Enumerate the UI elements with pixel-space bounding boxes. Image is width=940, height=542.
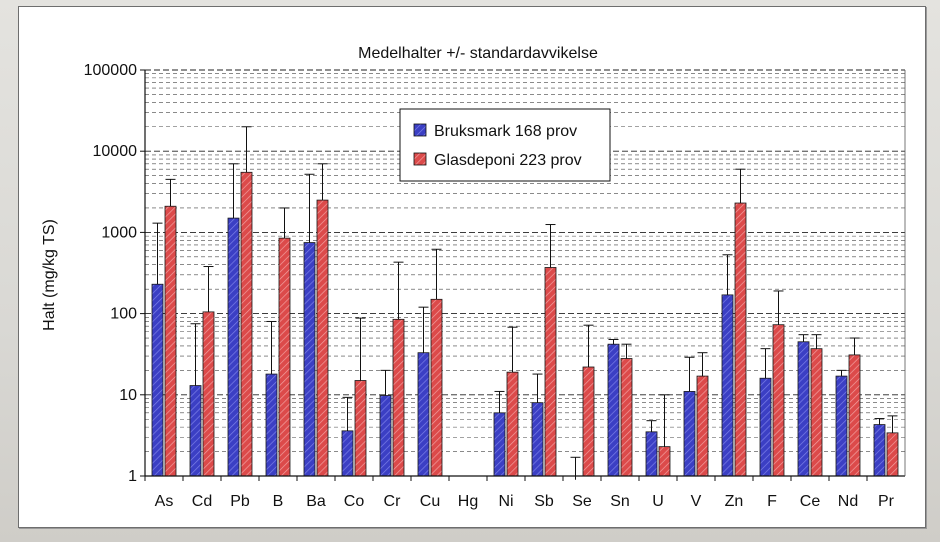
y-tick-labels: 1 10 100 1000 10000 100000: [84, 62, 137, 485]
bar-glasdeponi: [316, 199, 329, 477]
x-category-label: Pb: [230, 493, 250, 510]
bar-bruksmark: [835, 375, 848, 477]
x-category-label: Zn: [725, 493, 744, 510]
error-bars: [152, 126, 898, 480]
y-tick-label: 100: [110, 306, 137, 323]
x-category-label: Ce: [800, 493, 821, 510]
x-category-label: Cu: [420, 493, 440, 510]
bar-bruksmark: [721, 294, 734, 477]
legend: Bruksmark 168 prov Glasdeponi 223 prov: [399, 108, 611, 182]
bar-bruksmark: [531, 402, 544, 477]
y-tick-label: 10: [119, 387, 137, 404]
bar-bruksmark: [151, 283, 164, 477]
bar-bruksmark: [417, 352, 430, 477]
bar-bruksmark: [873, 424, 886, 477]
legend-label-glasdeponi: Glasdeponi 223 prov: [434, 152, 582, 169]
bar-glasdeponi: [810, 348, 823, 477]
bar-glasdeponi: [582, 366, 595, 477]
bar-bruksmark: [759, 377, 772, 477]
bar-glasdeponi: [164, 205, 177, 477]
x-category-label: As: [155, 493, 174, 510]
x-category-label: Cd: [192, 493, 212, 510]
bar-glasdeponi: [506, 371, 519, 477]
x-category-label: Co: [344, 493, 365, 510]
legend-label-bruksmark: Bruksmark 168 prov: [434, 123, 577, 140]
bar-glasdeponi: [430, 298, 443, 477]
y-tick-label: 1: [128, 468, 137, 485]
bar-bruksmark: [645, 431, 658, 477]
x-category-label: Hg: [458, 493, 478, 510]
x-category-label: B: [273, 493, 284, 510]
bar-glasdeponi: [734, 202, 747, 477]
legend-swatch-bruksmark: [413, 123, 427, 137]
bar-glasdeponi: [772, 324, 785, 477]
x-category-label: Nd: [838, 493, 858, 510]
x-category-label: F: [767, 493, 777, 510]
bar-glasdeponi: [696, 375, 709, 477]
x-category-labels: As Cd Pb B Ba Co Cr Cu Hg Ni Sb Se Sn U V Zn F Ce Nd Pr: [155, 493, 895, 510]
bar-bruksmark: [797, 341, 810, 477]
x-category-label: V: [691, 493, 702, 510]
x-category-label: Ba: [306, 493, 326, 510]
x-category-label: Se: [572, 493, 592, 510]
bar-bruksmark: [379, 395, 392, 477]
bar-bruksmark: [303, 242, 316, 477]
bar-glasdeponi: [848, 354, 861, 477]
y-tick-label: 1000: [101, 224, 137, 241]
bar-glasdeponi: [202, 311, 215, 477]
bar-glasdeponi: [278, 237, 291, 477]
y-tick-label: 100000: [84, 62, 137, 79]
bars: [151, 171, 899, 477]
bar-glasdeponi: [354, 380, 367, 477]
bar-glasdeponi: [886, 432, 899, 477]
x-category-label: Sb: [534, 493, 554, 510]
x-category-label: Pr: [878, 493, 895, 510]
bar-bruksmark: [683, 391, 696, 477]
chart-title: Medelhalter +/- standardavvikelse: [358, 45, 598, 62]
axes: [140, 69, 906, 481]
bar-bruksmark: [189, 385, 202, 477]
bar-glasdeponi: [240, 171, 253, 477]
x-category-label: U: [652, 493, 664, 510]
bar-glasdeponi: [620, 358, 633, 477]
legend-swatch-glasdeponi: [413, 152, 427, 166]
bar-bruksmark: [607, 343, 620, 477]
legend-box: [399, 108, 611, 182]
bar-bruksmark: [265, 373, 278, 477]
x-category-label: Ni: [498, 493, 513, 510]
bar-bruksmark: [341, 430, 354, 477]
bar-bruksmark: [227, 217, 240, 477]
y-tick-label: 10000: [93, 143, 138, 160]
bar-glasdeponi: [392, 318, 405, 477]
bar-bruksmark: [493, 412, 506, 477]
bar-glasdeponi: [544, 267, 557, 477]
y-axis-label: Halt (mg/kg TS): [41, 219, 58, 331]
x-category-label: Cr: [384, 493, 402, 510]
bar-glasdeponi: [658, 446, 671, 477]
x-category-label: Sn: [610, 493, 630, 510]
